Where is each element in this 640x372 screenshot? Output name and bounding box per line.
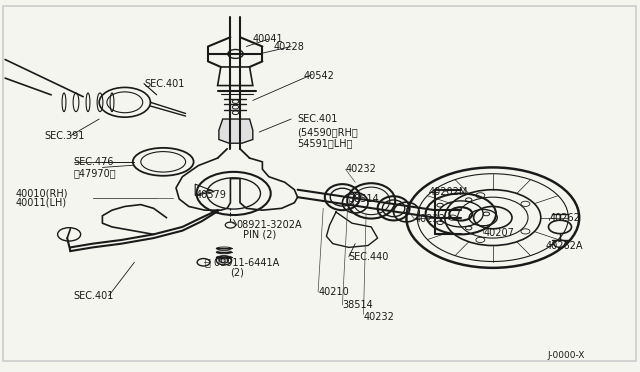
Text: 40262A: 40262A [545,241,583,250]
Text: 38514: 38514 [342,300,373,310]
Text: J-0000-X: J-0000-X [547,351,584,360]
Text: 40202M: 40202M [429,187,468,196]
Circle shape [220,258,228,263]
Text: SEC.401: SEC.401 [74,291,114,301]
Text: 40228: 40228 [274,42,305,51]
Text: 40222: 40222 [415,215,445,224]
Text: 40232: 40232 [364,312,394,322]
Text: SEC.440: SEC.440 [349,252,389,262]
Polygon shape [219,119,253,143]
Text: 40010(RH): 40010(RH) [16,189,68,198]
Text: SEC.401: SEC.401 [144,79,184,89]
Text: 40011(LH): 40011(LH) [16,198,67,208]
Text: (54590〈RH〉: (54590〈RH〉 [298,127,358,137]
Text: PIN (2): PIN (2) [243,230,276,239]
Text: 08921-3202A: 08921-3202A [237,220,303,230]
Text: 40210: 40210 [318,287,349,297]
Text: 40262: 40262 [549,213,580,222]
Text: 40041: 40041 [253,34,284,44]
Text: (2): (2) [230,267,244,277]
Text: 40542: 40542 [304,71,335,81]
Text: 40579: 40579 [195,190,226,200]
Text: SEC.476: SEC.476 [74,157,114,167]
Text: SEC.391: SEC.391 [45,131,85,141]
Text: 38514: 38514 [349,194,380,204]
Text: 40207: 40207 [483,228,514,237]
Text: 40232: 40232 [346,164,376,174]
Text: 54591〈LH〉: 54591〈LH〉 [298,138,353,148]
Text: ⓓ 09911-6441A: ⓓ 09911-6441A [205,257,279,267]
Text: SEC.401: SEC.401 [298,114,338,124]
Text: ぇ47970え: ぇ47970え [74,168,116,178]
